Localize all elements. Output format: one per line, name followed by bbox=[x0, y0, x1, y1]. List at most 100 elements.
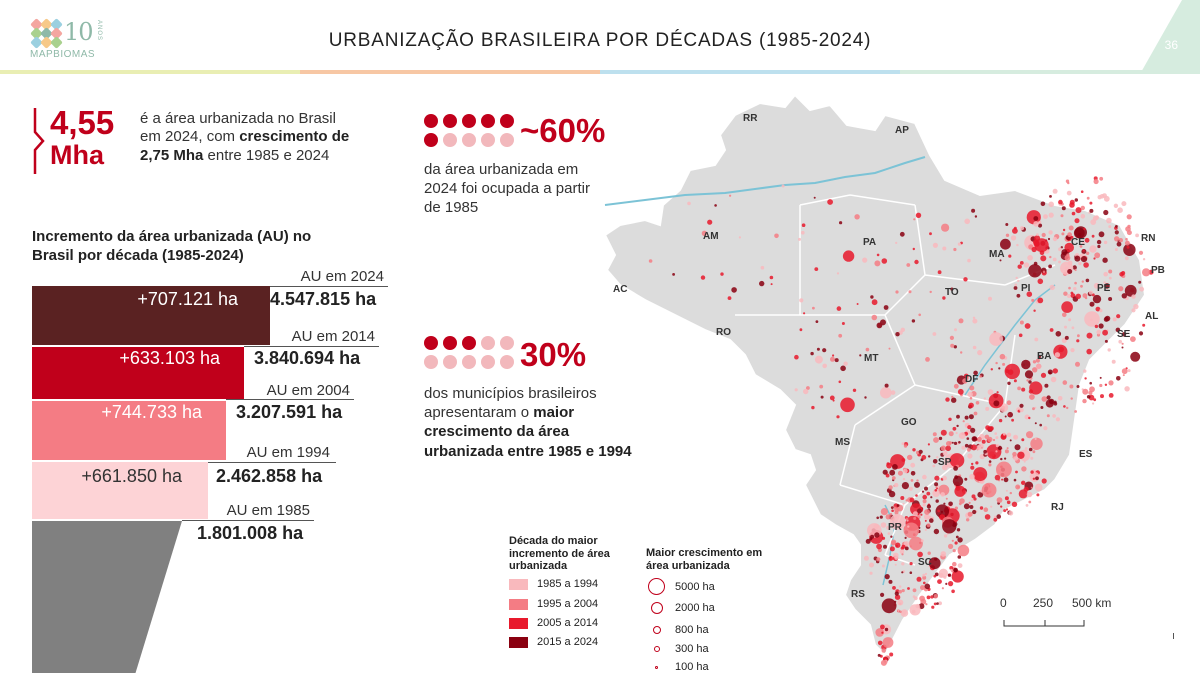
urban-dot bbox=[917, 551, 923, 558]
urban-dot bbox=[1081, 280, 1084, 283]
urban-dot bbox=[1127, 369, 1131, 373]
urban-dot bbox=[814, 355, 823, 364]
urban-dot bbox=[1091, 234, 1095, 238]
headline-description: é a área urbanizada no Brasil em 2024, c… bbox=[140, 110, 350, 165]
urban-dot bbox=[881, 631, 884, 634]
urban-dot bbox=[1005, 223, 1009, 226]
urban-dot bbox=[985, 425, 990, 431]
urban-dot bbox=[1064, 255, 1071, 261]
urban-dot bbox=[890, 535, 893, 538]
urban-dot bbox=[910, 479, 914, 482]
urban-dot bbox=[1131, 294, 1136, 299]
state-label-to: TO bbox=[945, 287, 959, 298]
urban-dot bbox=[876, 543, 882, 550]
urban-dot bbox=[880, 386, 892, 399]
urban-dot bbox=[863, 555, 869, 561]
legend-decade-label: 2005 a 2014 bbox=[537, 617, 599, 629]
urban-dot bbox=[1035, 358, 1040, 363]
urban-dot bbox=[1000, 505, 1003, 508]
urban-dot bbox=[1019, 408, 1024, 413]
urban-dot bbox=[1052, 236, 1058, 242]
urban-dot bbox=[876, 516, 879, 520]
urban-dot bbox=[957, 388, 964, 395]
urban-dot bbox=[1067, 260, 1073, 266]
urban-dot bbox=[903, 522, 920, 539]
urban-dot bbox=[876, 253, 880, 257]
urban-dot bbox=[987, 389, 994, 395]
urban-dot bbox=[894, 482, 899, 488]
urban-dot bbox=[1086, 332, 1093, 339]
state-label-rj: RJ bbox=[1051, 502, 1064, 513]
urban-dot bbox=[894, 556, 899, 560]
urban-dot bbox=[1115, 327, 1121, 333]
urban-dot bbox=[1070, 348, 1075, 353]
urban-dot bbox=[1026, 379, 1029, 382]
urban-dot bbox=[1053, 344, 1068, 359]
header-bar-segment bbox=[900, 70, 1200, 74]
urban-dot bbox=[1099, 376, 1102, 379]
urban-dot bbox=[1034, 437, 1037, 440]
urban-dot bbox=[1034, 337, 1039, 342]
urban-dot bbox=[900, 327, 905, 332]
state-label-pi: PI bbox=[1021, 283, 1031, 294]
dot bbox=[481, 336, 495, 350]
urban-dot bbox=[781, 184, 785, 188]
headline-text-2: entre 1985 e 2024 bbox=[207, 146, 330, 164]
legend-circle-icon bbox=[654, 646, 660, 652]
urban-dot bbox=[1046, 395, 1051, 400]
urban-dot bbox=[970, 427, 976, 433]
urban-dot bbox=[769, 275, 774, 280]
urban-dot bbox=[934, 482, 939, 487]
urban-dot bbox=[906, 263, 911, 267]
urban-dot bbox=[951, 539, 954, 542]
urban-dot bbox=[794, 388, 798, 392]
urban-dot bbox=[1131, 308, 1136, 313]
dots-60 bbox=[424, 114, 514, 147]
urban-dot bbox=[1019, 403, 1024, 408]
funnel-band-2014 bbox=[32, 347, 244, 399]
urban-dot bbox=[1099, 194, 1105, 199]
urban-dot bbox=[880, 624, 885, 630]
urban-dot bbox=[933, 594, 938, 599]
urban-dot bbox=[1040, 372, 1047, 378]
urban-dot bbox=[876, 322, 883, 329]
urban-dot bbox=[977, 491, 984, 498]
urban-dot bbox=[1033, 221, 1039, 227]
dot bbox=[443, 336, 457, 350]
legend-swatch bbox=[509, 617, 528, 629]
scale-label-0: 0 bbox=[1000, 596, 1007, 610]
au-rule-2014 bbox=[244, 346, 379, 347]
urban-dot bbox=[1024, 323, 1031, 329]
urban-dot bbox=[1121, 201, 1127, 207]
urban-dot bbox=[1021, 438, 1025, 442]
urban-dot bbox=[993, 517, 998, 522]
urban-dot bbox=[1003, 509, 1007, 513]
urban-dot bbox=[827, 199, 833, 205]
urban-dot bbox=[895, 542, 901, 548]
urban-dot bbox=[903, 444, 908, 448]
urban-dot bbox=[1063, 291, 1068, 296]
urban-dot bbox=[1007, 411, 1013, 418]
state-label-ma: MA bbox=[989, 249, 1005, 260]
urban-dot bbox=[1089, 301, 1095, 307]
urban-dot bbox=[729, 194, 732, 197]
urban-dot bbox=[925, 357, 930, 362]
page-title: URBANIZAÇÃO BRASILEIRA POR DÉCADAS (1985… bbox=[328, 30, 872, 51]
urban-growth-dots bbox=[648, 176, 1154, 666]
urban-dot bbox=[1078, 261, 1082, 266]
urban-dot bbox=[1098, 323, 1104, 329]
urban-dot bbox=[1103, 240, 1108, 245]
legend-swatch bbox=[509, 598, 528, 610]
legend-swatch bbox=[509, 636, 528, 648]
urban-dot bbox=[1086, 196, 1090, 200]
urban-dot bbox=[1040, 406, 1044, 409]
edge-tick bbox=[1173, 633, 1174, 639]
urban-dot bbox=[1057, 396, 1063, 401]
urban-dot bbox=[973, 411, 978, 416]
urban-dot bbox=[983, 397, 986, 400]
urban-dot bbox=[1048, 371, 1052, 375]
urban-dot bbox=[961, 445, 966, 450]
urban-dot bbox=[951, 397, 957, 403]
urban-dot bbox=[881, 598, 897, 614]
urban-dot bbox=[1090, 219, 1097, 226]
